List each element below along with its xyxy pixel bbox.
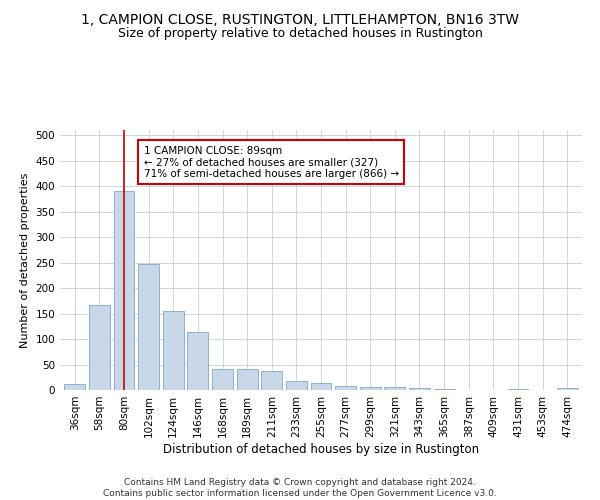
Bar <box>286 382 307 390</box>
Bar <box>236 368 257 390</box>
Bar <box>261 370 282 390</box>
Y-axis label: Number of detached properties: Number of detached properties <box>20 172 30 348</box>
Bar <box>138 264 159 390</box>
Bar <box>163 311 184 390</box>
Text: 1, CAMPION CLOSE, RUSTINGTON, LITTLEHAMPTON, BN16 3TW: 1, CAMPION CLOSE, RUSTINGTON, LITTLEHAMP… <box>81 12 519 26</box>
Bar <box>89 305 110 390</box>
Bar <box>409 388 430 390</box>
Text: Contains HM Land Registry data © Crown copyright and database right 2024.
Contai: Contains HM Land Registry data © Crown c… <box>103 478 497 498</box>
Text: 1 CAMPION CLOSE: 89sqm
← 27% of detached houses are smaller (327)
71% of semi-de: 1 CAMPION CLOSE: 89sqm ← 27% of detached… <box>143 146 398 179</box>
X-axis label: Distribution of detached houses by size in Rustington: Distribution of detached houses by size … <box>163 442 479 456</box>
Bar <box>64 384 85 390</box>
Text: Size of property relative to detached houses in Rustington: Size of property relative to detached ho… <box>118 28 482 40</box>
Bar <box>508 389 529 390</box>
Bar <box>113 191 134 390</box>
Bar <box>335 386 356 390</box>
Bar <box>187 332 208 390</box>
Bar <box>311 383 331 390</box>
Bar <box>385 388 406 390</box>
Bar <box>360 387 381 390</box>
Bar <box>212 368 233 390</box>
Bar <box>557 388 578 390</box>
